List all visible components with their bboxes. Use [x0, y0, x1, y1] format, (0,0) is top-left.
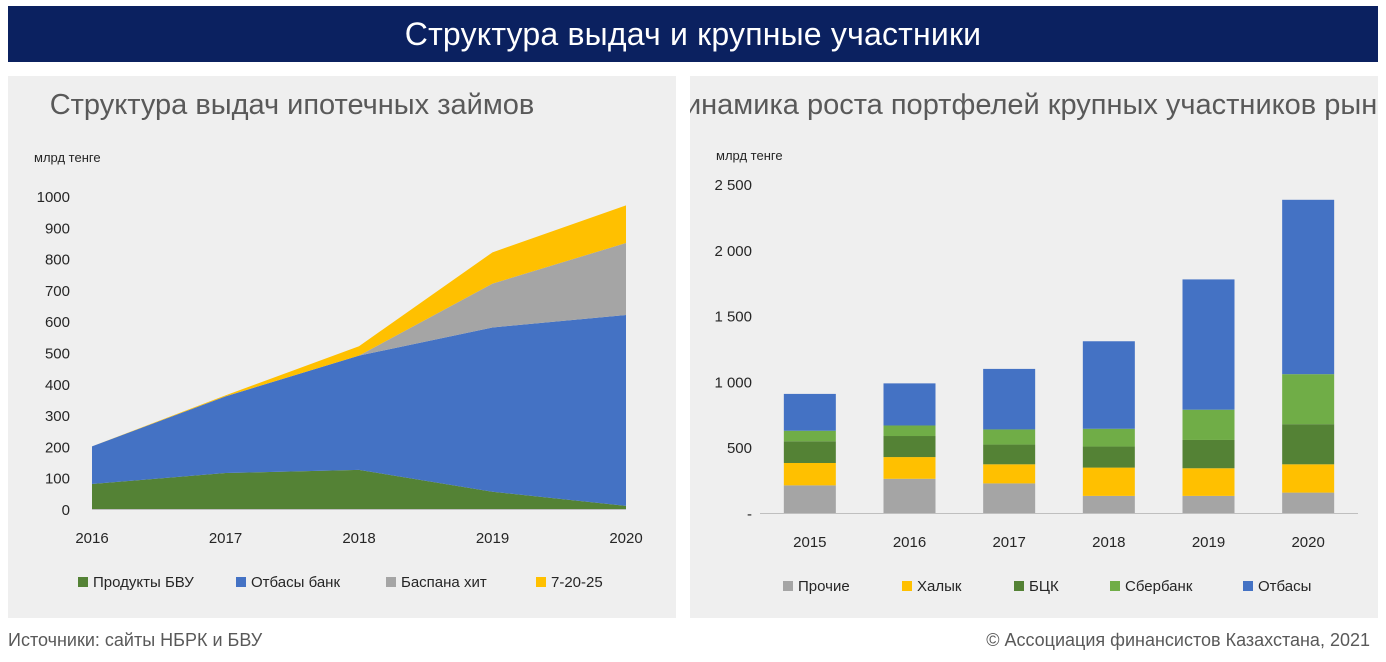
area-series-отбасы-банк — [92, 314, 626, 506]
y-tick-label: 700 — [45, 283, 70, 300]
mortgage-structure-chart-panel: Структура выдач ипотечных займов млрд тен… — [8, 76, 676, 618]
legend-swatch-отбасы — [1243, 581, 1253, 591]
bar-segment-халык — [1282, 464, 1335, 493]
x-tick-label: 2017 — [992, 534, 1025, 551]
legend-label-отбасы-банк: Отбасы банк — [251, 574, 340, 591]
y-tick-label: 200 — [45, 439, 70, 456]
x-tick-label: 2015 — [793, 534, 826, 551]
page-title: Структура выдач и крупные участники — [404, 15, 982, 52]
bar-segment-прочие — [1082, 495, 1135, 513]
legend-swatch-отбасы-банк — [236, 577, 246, 587]
y-tick-label: 900 — [45, 220, 70, 237]
x-tick-label: 2018 — [1092, 534, 1125, 551]
x-tick-label: 2019 — [1192, 534, 1225, 551]
area-series-продукты-бву — [92, 469, 626, 509]
bar-segment-халык — [783, 462, 836, 486]
bar-segment-сбербанк — [783, 430, 836, 442]
bar-segment-прочие — [783, 485, 836, 513]
portfolio-chart-title: Динамика роста портфелей крупных участни… — [690, 89, 1378, 121]
x-tick-label: 2017 — [209, 530, 242, 547]
legend-label-баспана-хит: Баспана хит — [401, 574, 487, 591]
y-axis-unit-label: млрд тенге — [716, 148, 783, 163]
bar-segment-халык — [883, 457, 936, 479]
y-tick-label: 400 — [45, 377, 70, 394]
y-tick-label: 500 — [727, 440, 752, 457]
legend-label-7-20-25: 7-20-25 — [551, 574, 603, 591]
bar-segment-бцк — [783, 441, 836, 463]
bar-segment-прочие — [1282, 492, 1335, 513]
bar-segment-отбасы — [983, 368, 1036, 430]
legend-label-продукты-бву: Продукты БВУ — [93, 574, 194, 591]
portfolio-growth-chart-panel: Динамика роста портфелей крупных участни… — [690, 76, 1378, 618]
bar-segment-отбасы — [1282, 199, 1335, 375]
legend-swatch-сбербанк — [1110, 581, 1120, 591]
bar-segment-сбербанк — [883, 425, 936, 437]
bar-segment-прочие — [883, 478, 936, 513]
legend-swatch-халык — [902, 581, 912, 591]
y-tick-label: 2 000 — [714, 243, 752, 260]
copyright-note: © Ассоциация финансистов Казахстана, 202… — [986, 630, 1370, 650]
y-tick-label: 1000 — [37, 189, 70, 206]
bar-segment-бцк — [983, 444, 1036, 465]
x-tick-label: 2019 — [476, 530, 509, 547]
x-tick-label: 2020 — [609, 530, 642, 547]
bar-segment-отбасы — [1182, 279, 1235, 410]
y-tick-label: 0 — [62, 502, 70, 519]
bar-segment-бцк — [1182, 439, 1235, 469]
bar-segment-отбасы — [1082, 341, 1135, 429]
bar-segment-прочие — [983, 483, 1036, 513]
x-tick-label: 2016 — [75, 530, 108, 547]
legend-label-сбербанк: Сбербанк — [1125, 578, 1193, 595]
x-tick-label: 2016 — [893, 534, 926, 551]
x-tick-label: 2020 — [1291, 534, 1324, 551]
bar-segment-бцк — [883, 436, 936, 458]
area-series-7-20-25 — [92, 205, 626, 447]
legend-label-отбасы: Отбасы — [1258, 578, 1311, 595]
legend-label-халык: Халык — [917, 578, 962, 595]
y-tick-label: 500 — [45, 346, 70, 363]
source-note: Источники: сайты НБРК и БВУ — [8, 630, 263, 650]
bar-segment-халык — [983, 464, 1036, 484]
y-tick-label: 1 500 — [714, 309, 752, 326]
bar-segment-сбербанк — [1182, 409, 1235, 440]
y-tick-label: 2 500 — [714, 177, 752, 194]
y-tick-label: 800 — [45, 252, 70, 269]
bar-segment-бцк — [1282, 424, 1335, 465]
x-tick-label: 2018 — [342, 530, 375, 547]
area-series-баспана-хит — [92, 242, 626, 447]
legend-label-прочие: Прочие — [798, 578, 850, 595]
legend-swatch-прочие — [783, 581, 793, 591]
bar-segment-халык — [1082, 467, 1135, 496]
y-tick-label: 300 — [45, 408, 70, 425]
legend-swatch-7-20-25 — [536, 577, 546, 587]
legend-label-бцк: БЦК — [1029, 578, 1059, 595]
bar-segment-сбербанк — [983, 429, 1036, 445]
mortgage-chart-title: Структура выдач ипотечных займов — [50, 89, 535, 121]
bar-segment-отбасы — [883, 383, 936, 426]
bar-segment-сбербанк — [1082, 428, 1135, 447]
bar-segment-отбасы — [783, 393, 836, 431]
page-banner: Структура выдач и крупные участники — [8, 6, 1378, 62]
y-axis-unit-label: млрд тенге — [34, 150, 101, 165]
bar-segment-сбербанк — [1282, 374, 1335, 425]
y-tick-label: - — [747, 506, 752, 523]
bar-segment-халык — [1182, 468, 1235, 496]
y-tick-label: 100 — [45, 471, 70, 488]
portfolio-growth-chart: Динамика роста портфелей крупных участни… — [690, 89, 1378, 595]
bar-segment-прочие — [1182, 495, 1235, 513]
y-tick-label: 1 000 — [714, 374, 752, 391]
bar-segment-бцк — [1082, 446, 1135, 468]
mortgage-structure-chart: Структура выдач ипотечных займов млрд тен… — [34, 89, 643, 591]
legend-swatch-продукты-бву — [78, 577, 88, 587]
legend-swatch-бцк — [1014, 581, 1024, 591]
legend-swatch-баспана-хит — [386, 577, 396, 587]
y-tick-label: 600 — [45, 314, 70, 331]
